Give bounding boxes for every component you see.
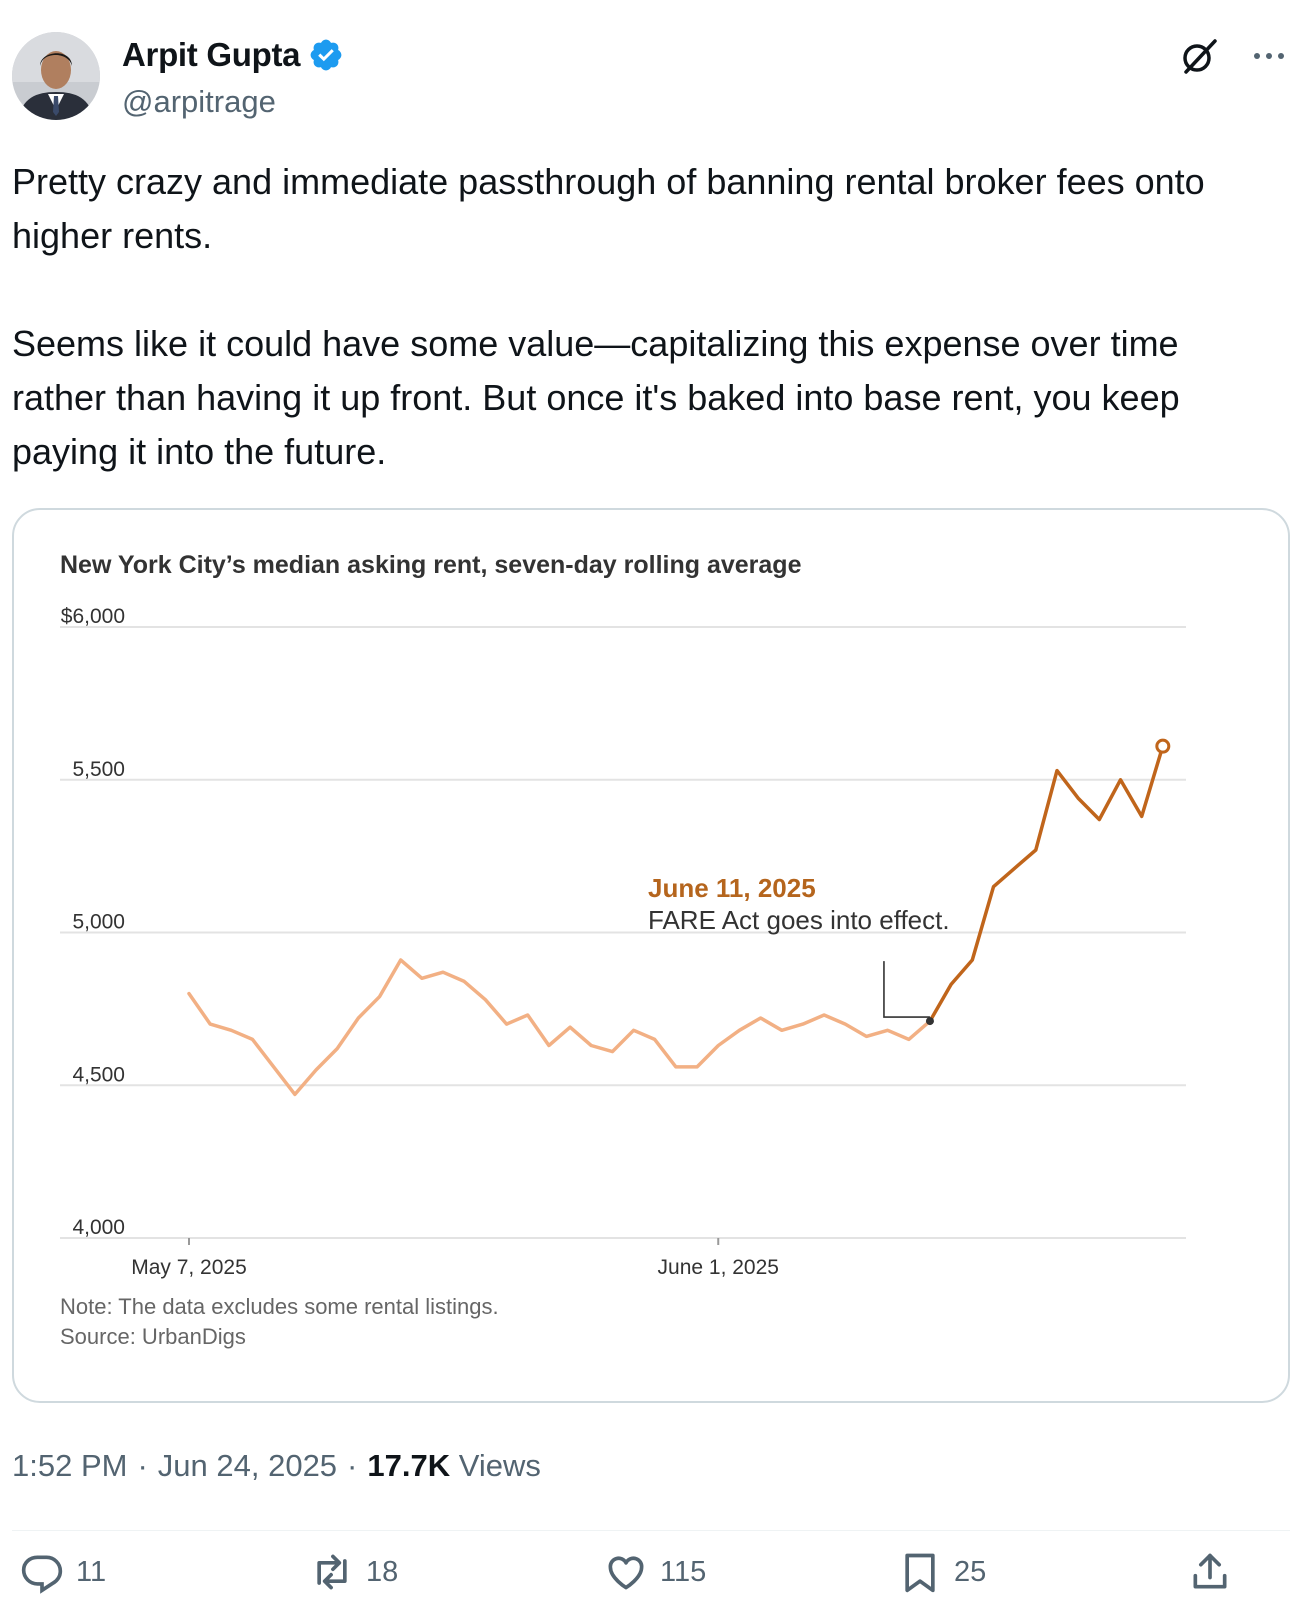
author-name[interactable]: Arpit Gupta [122, 36, 301, 73]
bookmark-count: 25 [954, 1555, 987, 1588]
views-label: Views [458, 1448, 541, 1483]
repost-icon [317, 1554, 347, 1590]
like-icon [608, 1556, 644, 1590]
annotation-text: FARE Act goes into effect. [648, 905, 950, 935]
y-axis-labels: $6,000 5,500 5,000 4,500 4,000 [61, 605, 125, 1239]
bookmark-icon [905, 1553, 935, 1593]
tweet-paragraph-1: Pretty crazy and immediate passthrough o… [12, 161, 1205, 256]
avatar-image [12, 32, 100, 120]
annotation-leader-line [883, 961, 930, 1018]
more-icon[interactable] [1247, 34, 1291, 78]
annotation-date: June 11, 2025 [648, 873, 816, 903]
views-count: 17.7K [367, 1448, 451, 1483]
divider [12, 1530, 1290, 1531]
y-tick-label: 4,500 [72, 1063, 125, 1086]
tweet-text: Pretty crazy and immediate passthrough o… [12, 155, 1282, 479]
author-handle[interactable]: @arpitrage [122, 84, 276, 119]
series-line-before [187, 958, 932, 1097]
like-button[interactable]: 115 [604, 1550, 706, 1594]
tweet-date[interactable]: Jun 24, 2025 [157, 1448, 338, 1483]
repost-button[interactable]: 18 [310, 1550, 398, 1594]
action-bar: 11 18 115 25 [12, 1550, 1290, 1610]
y-tick-label: $6,000 [61, 605, 125, 628]
tweet-paragraph-2: Seems like it could have some value—capi… [12, 323, 1180, 472]
reply-button[interactable]: 11 [20, 1550, 106, 1594]
chart-grid [60, 626, 1186, 1239]
chart-annotation: June 11, 2025 FARE Act goes into effect. [648, 873, 950, 1026]
repost-count: 18 [366, 1555, 399, 1588]
separator: · [347, 1448, 358, 1483]
bookmark-button[interactable]: 25 [898, 1550, 986, 1594]
x-tick-label: May 7, 2025 [131, 1256, 247, 1279]
media-card[interactable]: New York City’s median asking rent, seve… [12, 508, 1290, 1403]
y-tick-label: 5,500 [72, 758, 125, 781]
chart-lines [187, 738, 1171, 1097]
tweet-timestamp: 1:52 PM · Jun 24, 2025 · 17.7K Views [12, 1448, 541, 1484]
chart-source: Source: UrbanDigs [60, 1324, 246, 1349]
tweet-time[interactable]: 1:52 PM [12, 1448, 128, 1483]
reply-icon [21, 1555, 63, 1594]
chart-note: Note: The data excludes some rental list… [60, 1294, 499, 1319]
rent-chart: New York City’s median asking rent, seve… [60, 551, 1186, 1349]
y-tick-label: 4,000 [72, 1216, 125, 1239]
x-axis-labels: May 7, 2025 June 1, 2025 [131, 1238, 779, 1279]
avatar[interactable] [12, 32, 100, 120]
series-line-after [928, 744, 1165, 1023]
end-point-marker [1155, 738, 1171, 754]
x-tick-label: June 1, 2025 [658, 1256, 779, 1279]
grok-icon[interactable] [1177, 34, 1221, 78]
verified-badge-icon [308, 37, 344, 73]
chart-title: New York City’s median asking rent, seve… [60, 551, 802, 579]
reply-count: 11 [76, 1555, 107, 1588]
like-count: 115 [660, 1555, 707, 1588]
separator: · [137, 1448, 148, 1483]
share-button[interactable] [1188, 1550, 1232, 1594]
annotation-point [925, 1017, 934, 1026]
y-tick-label: 5,000 [72, 911, 125, 934]
share-icon [1193, 1553, 1227, 1589]
